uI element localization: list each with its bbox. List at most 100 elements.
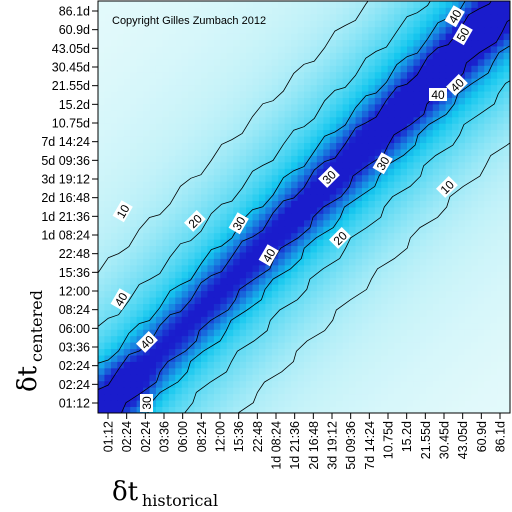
heatmap-cell xyxy=(355,84,363,92)
heatmap-cell xyxy=(239,84,247,92)
heatmap-cell xyxy=(419,1,427,8)
heatmap-cell xyxy=(130,226,138,234)
heatmap-cell xyxy=(213,400,221,407)
heatmap-cell xyxy=(342,65,350,73)
heatmap-cell xyxy=(123,284,131,292)
heatmap-cell xyxy=(110,303,118,311)
heatmap-cell xyxy=(432,258,440,266)
heatmap-cell xyxy=(413,39,421,47)
heatmap-cell xyxy=(188,123,195,131)
heatmap-cell xyxy=(220,181,228,189)
heatmap-cell xyxy=(432,297,440,304)
heatmap-cell xyxy=(188,322,195,330)
heatmap-cell xyxy=(394,84,401,92)
heatmap-cell xyxy=(194,387,202,395)
heatmap-cell xyxy=(477,239,485,247)
heatmap-cell xyxy=(175,174,183,182)
heatmap-cell xyxy=(304,374,311,382)
heatmap-cell xyxy=(484,329,492,337)
heatmap-cell xyxy=(477,355,485,362)
heatmap-cell xyxy=(349,322,356,330)
heatmap-cell xyxy=(323,406,331,413)
heatmap-cell xyxy=(246,149,253,156)
heatmap-cell xyxy=(336,58,344,66)
heatmap-cell xyxy=(342,13,350,21)
heatmap-cell xyxy=(349,78,356,86)
heatmap-cell xyxy=(278,149,286,156)
heatmap-cell xyxy=(464,348,472,356)
heatmap-cell xyxy=(304,322,311,330)
heatmap-cell xyxy=(188,207,195,214)
heatmap-cell xyxy=(336,374,344,382)
heatmap-cell xyxy=(381,20,389,28)
heatmap-cell xyxy=(304,149,311,156)
heatmap-cell xyxy=(136,232,144,240)
heatmap-cell xyxy=(175,264,183,272)
heatmap-cell xyxy=(143,142,150,150)
heatmap-cell xyxy=(316,258,324,266)
plot-frame xyxy=(97,0,511,414)
heatmap-cell xyxy=(426,277,434,285)
heatmap-cell xyxy=(117,104,125,111)
heatmap-cell xyxy=(271,310,279,317)
heatmap-cell xyxy=(220,290,228,298)
heatmap-cell xyxy=(162,322,170,330)
heatmap-cell xyxy=(329,393,337,401)
heatmap-cell xyxy=(471,252,479,259)
heatmap-cell xyxy=(387,335,395,343)
heatmap-cell xyxy=(143,297,150,304)
heatmap-cell xyxy=(143,155,150,163)
heatmap-cell xyxy=(413,400,421,407)
heatmap-cell xyxy=(471,219,479,227)
heatmap-cell xyxy=(323,367,331,375)
heatmap-cell xyxy=(361,84,369,92)
heatmap-cell xyxy=(342,348,350,356)
heatmap-cell xyxy=(233,232,241,240)
heatmap-cell xyxy=(98,97,105,105)
heatmap-cell xyxy=(458,207,466,214)
heatmap-cell xyxy=(368,187,376,195)
heatmap-cell xyxy=(136,245,144,253)
heatmap-cell xyxy=(246,290,253,298)
heatmap-cell xyxy=(426,322,434,330)
heatmap-cell xyxy=(104,264,112,272)
heatmap-cell xyxy=(361,335,369,343)
heatmap-cell xyxy=(155,1,163,8)
heatmap-cell xyxy=(316,181,324,189)
heatmap-cell xyxy=(310,271,318,279)
heatmap-cell xyxy=(445,387,453,395)
heatmap-cell xyxy=(387,329,395,337)
heatmap-cell xyxy=(336,20,344,28)
heatmap-cell xyxy=(368,123,376,131)
heatmap-cell xyxy=(432,52,440,60)
heatmap-cell xyxy=(342,290,350,298)
heatmap-cell xyxy=(123,181,131,189)
heatmap-cell xyxy=(310,393,318,401)
heatmap-cell xyxy=(381,200,389,208)
heatmap-cell xyxy=(194,110,202,118)
heatmap-cell xyxy=(426,297,434,304)
heatmap-cell xyxy=(130,219,138,227)
heatmap-cell xyxy=(201,84,208,92)
heatmap-cell xyxy=(464,97,472,105)
heatmap-cell xyxy=(175,252,183,259)
x-axis-label-symbol: δt xyxy=(112,477,139,507)
heatmap-cell xyxy=(104,7,112,15)
heatmap-cell xyxy=(136,123,144,131)
heatmap-cell xyxy=(407,374,414,382)
heatmap-cell xyxy=(188,284,195,292)
heatmap-cell xyxy=(355,406,363,413)
heatmap-cell xyxy=(445,161,453,169)
heatmap-cell xyxy=(278,303,286,311)
heatmap-cell xyxy=(143,20,150,28)
heatmap-cell xyxy=(98,71,105,79)
heatmap-cell xyxy=(490,232,498,240)
heatmap-cell xyxy=(226,393,234,401)
heatmap-cell xyxy=(297,155,305,163)
heatmap-cell xyxy=(155,277,163,285)
heatmap-cell xyxy=(181,116,189,124)
heatmap-cell xyxy=(432,400,440,407)
heatmap-cell xyxy=(271,149,279,156)
heatmap-cell xyxy=(490,258,498,266)
heatmap-cell xyxy=(220,393,228,401)
